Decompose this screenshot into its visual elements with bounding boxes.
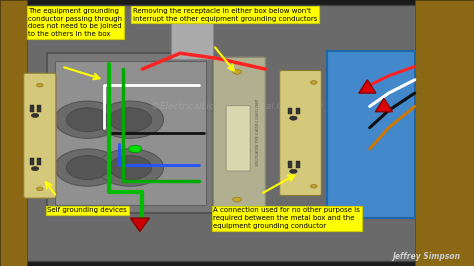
Circle shape	[97, 149, 164, 186]
Circle shape	[55, 101, 121, 138]
Circle shape	[233, 197, 241, 202]
Circle shape	[310, 81, 317, 84]
FancyBboxPatch shape	[280, 70, 321, 196]
Circle shape	[31, 113, 39, 118]
Bar	[37, 158, 41, 165]
Polygon shape	[130, 218, 149, 231]
Circle shape	[66, 108, 109, 132]
Circle shape	[31, 167, 39, 171]
Circle shape	[55, 149, 121, 186]
Text: Jeffrey Simpson: Jeffrey Simpson	[392, 252, 460, 261]
Circle shape	[109, 108, 152, 132]
Bar	[296, 161, 300, 168]
Bar	[288, 161, 292, 168]
Bar	[47, 53, 213, 213]
Polygon shape	[359, 80, 376, 93]
Circle shape	[97, 101, 164, 138]
Circle shape	[233, 69, 241, 74]
Bar	[171, 11, 213, 59]
Bar	[415, 0, 474, 266]
Circle shape	[36, 83, 43, 87]
Bar	[296, 108, 300, 114]
Circle shape	[36, 187, 43, 191]
FancyBboxPatch shape	[226, 106, 250, 171]
Circle shape	[290, 169, 297, 173]
Text: Self grounding devices: Self grounding devices	[47, 207, 127, 214]
Bar	[30, 105, 34, 112]
Bar	[0, 0, 27, 266]
Bar	[55, 61, 206, 205]
Bar	[30, 158, 34, 165]
Circle shape	[290, 116, 297, 120]
Text: The equipment grounding
conductor passing through
does not need to be joined
to : The equipment grounding conductor passin…	[28, 8, 123, 37]
Bar	[327, 51, 415, 218]
Text: Removing the receptacle in either box below won't
interrupt the other equipment : Removing the receptacle in either box be…	[133, 8, 317, 22]
FancyBboxPatch shape	[24, 73, 56, 198]
Text: ©ElectricalLicenseRenewal.Com 2020: ©ElectricalLicenseRenewal.Com 2020	[151, 102, 323, 111]
Circle shape	[109, 156, 152, 180]
Polygon shape	[375, 98, 392, 112]
Bar	[37, 105, 41, 112]
Text: SPECIFICATION TYPE X ASTM C1396/C1396M: SPECIFICATION TYPE X ASTM C1396/C1396M	[256, 99, 260, 167]
Bar	[288, 108, 292, 114]
Circle shape	[66, 156, 109, 180]
Circle shape	[128, 145, 142, 153]
Text: A connection used for no other purpose is
required between the metal box and the: A connection used for no other purpose i…	[213, 207, 360, 229]
FancyBboxPatch shape	[213, 57, 265, 214]
Circle shape	[310, 184, 317, 188]
